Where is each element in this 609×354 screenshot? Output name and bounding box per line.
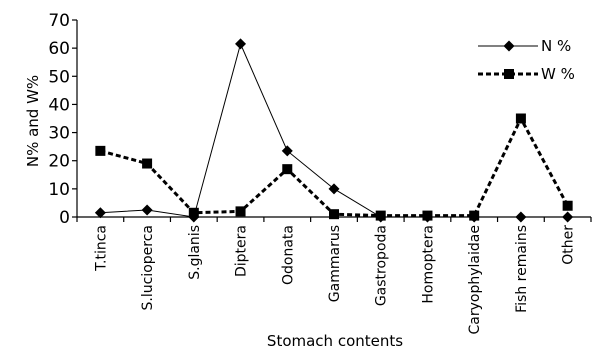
- y-tick-label: 70: [48, 11, 70, 31]
- w-percent-marker: [188, 207, 199, 218]
- x-axis: T.tinca S.lucioperca S.glanis Diptera Odonat…: [76, 216, 592, 334]
- x-tick-label: Gastropoda: [374, 225, 390, 306]
- w-percent-marker: [515, 113, 526, 124]
- x-tick-label: Diptera: [234, 225, 250, 277]
- w-percent-marker: [235, 206, 246, 217]
- series-n-percent: [94, 38, 574, 223]
- y-tick-label: 60: [48, 39, 70, 59]
- x-tick-label: Other: [561, 225, 577, 265]
- x-tick-label: Homoptera: [420, 225, 436, 304]
- n-percent-marker: [562, 211, 574, 223]
- y-tick-label: 0: [59, 208, 70, 228]
- x-tick-label: T.tinca: [93, 225, 109, 272]
- w-percent-marker: [504, 69, 514, 79]
- legend: N % W %: [478, 37, 575, 83]
- w-percent-marker: [562, 200, 573, 211]
- x-tick-label: S.lucioperca: [140, 225, 156, 310]
- x-tick-label: Gammarus: [327, 225, 343, 302]
- w-percent-marker: [95, 145, 106, 156]
- plot-area: [94, 38, 574, 223]
- w-percent-marker: [282, 164, 293, 175]
- y-tick-label: 40: [48, 95, 70, 115]
- x-tick-label: Fish remains: [514, 225, 530, 313]
- n-percent-marker: [515, 211, 527, 223]
- y-tick-label: 20: [48, 152, 70, 172]
- x-tick-label: Odonata: [280, 225, 296, 285]
- w-percent-line: [99, 115, 569, 218]
- y-tick-label: 30: [48, 124, 70, 144]
- w-percent-marker: [422, 210, 433, 221]
- w-percent-marker: [469, 210, 480, 221]
- x-tick-label: Caryophylaidae: [467, 225, 483, 334]
- n-percent-marker: [328, 183, 340, 195]
- n-percent-marker: [503, 40, 515, 52]
- legend-w-percent-label: W %: [541, 65, 575, 83]
- y-tick-label: 50: [48, 67, 70, 87]
- series-w-percent: [95, 113, 573, 221]
- x-axis-title: Stomach contents: [267, 332, 403, 350]
- w-percent-marker: [142, 158, 153, 169]
- n-percent-marker: [141, 204, 153, 216]
- y-axis: 0 10 20 30 40 50 60 70: [48, 11, 78, 228]
- w-percent-marker: [329, 209, 339, 220]
- x-tick-label: S.glanis: [187, 225, 203, 280]
- legend-n-percent-label: N %: [541, 37, 571, 55]
- y-axis-title: N% and W%: [24, 75, 42, 167]
- n-percent-marker: [94, 207, 106, 219]
- n-percent-marker: [235, 38, 247, 50]
- n-percent-marker: [281, 145, 293, 157]
- w-percent-marker: [375, 210, 386, 221]
- y-tick-label: 10: [48, 180, 70, 200]
